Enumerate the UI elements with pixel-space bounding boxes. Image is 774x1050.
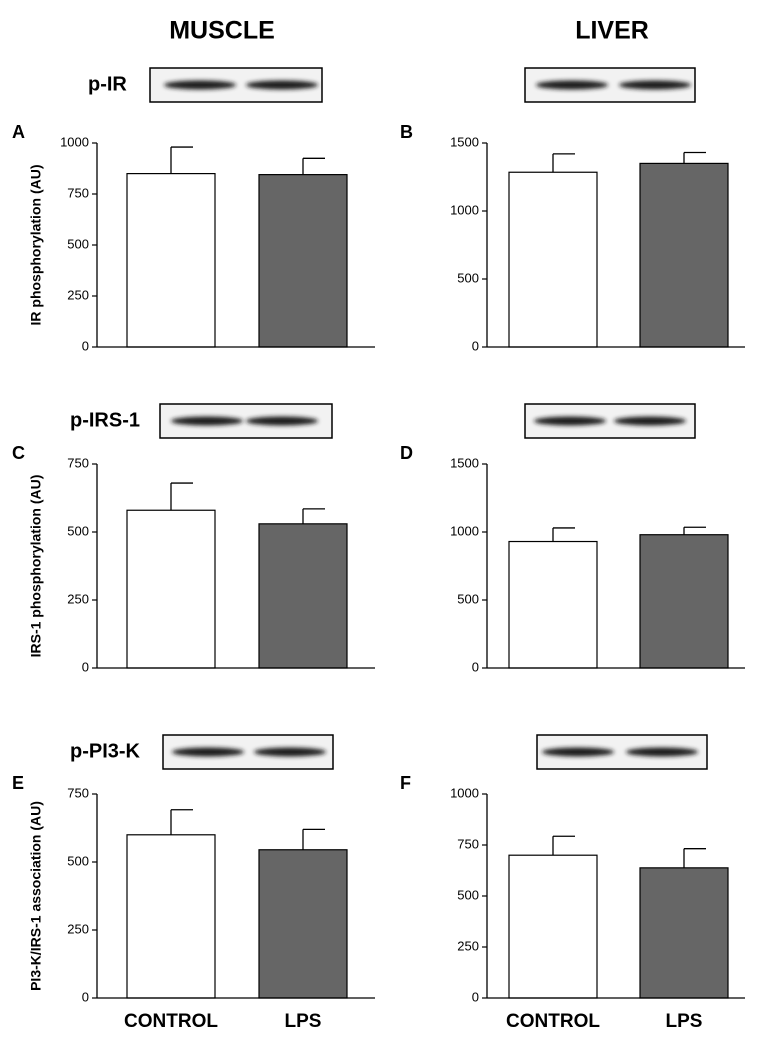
panel-letter: E xyxy=(12,773,24,793)
blot-band xyxy=(164,80,236,90)
y-tick-label: 1500 xyxy=(450,134,479,149)
blot-band xyxy=(536,80,608,90)
bar xyxy=(639,162,729,348)
x-tick-label: CONTROL xyxy=(124,1011,218,1032)
blot-band xyxy=(626,747,698,757)
blot-band xyxy=(614,416,686,426)
bar xyxy=(639,867,729,999)
blot-label: p-IR xyxy=(88,73,127,95)
blot-band xyxy=(171,416,243,426)
x-tick-label: LPS xyxy=(285,1011,322,1032)
y-tick-label: 500 xyxy=(67,523,89,538)
bar xyxy=(508,854,598,999)
bar xyxy=(258,523,348,669)
blot-band xyxy=(246,416,318,426)
x-tick-label: CONTROL xyxy=(506,1011,600,1032)
blot-band xyxy=(619,80,691,90)
y-tick-label: 1000 xyxy=(60,134,89,149)
panel-letter: D xyxy=(400,443,413,463)
y-tick-label: 250 xyxy=(457,938,479,953)
y-tick-label: 750 xyxy=(457,836,479,851)
panel: F 0 250 500 750 1000 CONTROL LPS xyxy=(400,734,745,1032)
column-title: MUSCLE xyxy=(169,17,275,45)
y-tick-label: 0 xyxy=(472,989,479,1004)
bar xyxy=(126,509,216,669)
bar xyxy=(639,534,729,669)
y-tick-label: 1500 xyxy=(450,455,479,470)
y-tick-label: 750 xyxy=(67,455,89,470)
y-tick-label: 1000 xyxy=(450,523,479,538)
panel-letter: B xyxy=(400,122,413,142)
y-tick-label: 500 xyxy=(457,270,479,285)
x-tick-label: LPS xyxy=(666,1011,703,1032)
y-tick-label: 500 xyxy=(67,236,89,251)
y-tick-label: 1000 xyxy=(450,202,479,217)
y-axis-label: IRS-1 phosphorylation (AU) xyxy=(28,475,44,658)
bar xyxy=(508,540,598,669)
y-tick-label: 1000 xyxy=(450,785,479,800)
blot-band xyxy=(246,80,318,90)
panel: p-IR A IR phosphorylation (AU) 0 250 500 750 10… xyxy=(12,67,375,353)
y-axis-label: PI3-K/IRS-1 association (AU) xyxy=(28,801,44,991)
blot-label: p-PI3-K xyxy=(70,740,141,762)
y-tick-label: 750 xyxy=(67,185,89,200)
blot-label: p-IRS-1 xyxy=(70,409,140,431)
bar xyxy=(258,849,348,999)
bar xyxy=(126,834,216,999)
blot-band xyxy=(534,416,606,426)
y-axis-label: IR phosphorylation (AU) xyxy=(28,165,44,326)
panel: D 0 500 1000 1500 xyxy=(400,403,745,674)
y-tick-label: 500 xyxy=(457,591,479,606)
y-tick-label: 0 xyxy=(82,659,89,674)
y-tick-label: 250 xyxy=(67,921,89,936)
bar xyxy=(126,173,216,348)
panel-letter: A xyxy=(12,122,25,142)
panel-letter: F xyxy=(400,773,411,793)
column-title: LIVER xyxy=(575,17,649,45)
y-tick-label: 500 xyxy=(67,853,89,868)
y-tick-label: 0 xyxy=(472,338,479,353)
panel: B 0 500 1000 1500 xyxy=(400,67,745,353)
y-tick-label: 0 xyxy=(82,338,89,353)
blot-band xyxy=(254,747,326,757)
y-tick-label: 250 xyxy=(67,287,89,302)
y-tick-label: 250 xyxy=(67,591,89,606)
y-tick-label: 500 xyxy=(457,887,479,902)
bar xyxy=(508,171,598,348)
blot-band xyxy=(172,747,244,757)
y-tick-label: 750 xyxy=(67,785,89,800)
panel-letter: C xyxy=(12,443,25,463)
y-tick-label: 0 xyxy=(472,659,479,674)
blot-band xyxy=(542,747,614,757)
bar xyxy=(258,174,348,348)
y-tick-label: 0 xyxy=(82,989,89,1004)
